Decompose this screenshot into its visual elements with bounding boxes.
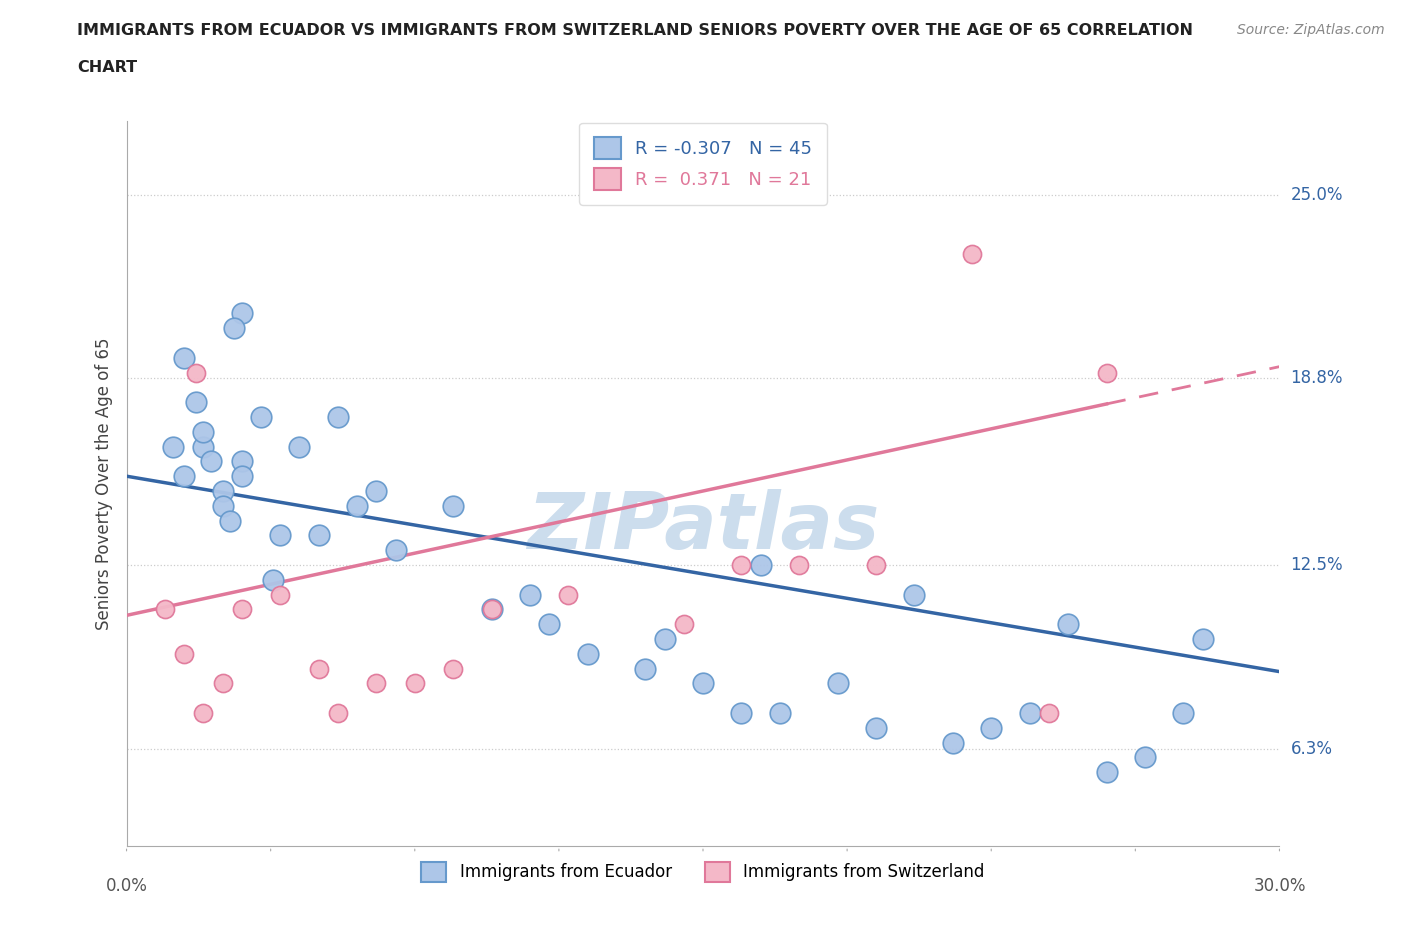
Point [441, 498, 464, 513]
Point [942, 736, 965, 751]
Point [557, 587, 579, 602]
Point [1057, 617, 1080, 631]
Point [519, 587, 541, 602]
Text: 0.0%: 0.0% [105, 877, 148, 895]
Y-axis label: Seniors Poverty Over the Age of 65: Seniors Poverty Over the Age of 65 [94, 338, 112, 630]
Point [538, 617, 561, 631]
Point [153, 602, 176, 617]
Text: 25.0%: 25.0% [1291, 186, 1343, 204]
Text: 30.0%: 30.0% [1253, 877, 1306, 895]
Point [288, 439, 311, 454]
Legend: Immigrants from Ecuador, Immigrants from Switzerland: Immigrants from Ecuador, Immigrants from… [415, 855, 991, 889]
Text: ZIPatlas: ZIPatlas [527, 489, 879, 565]
Point [749, 558, 772, 573]
Text: 12.5%: 12.5% [1291, 556, 1343, 574]
Point [326, 409, 349, 424]
Point [184, 394, 207, 409]
Point [404, 676, 426, 691]
Point [366, 484, 388, 498]
Point [346, 498, 368, 513]
Point [262, 572, 284, 587]
Point [1133, 750, 1156, 764]
Point [231, 469, 253, 484]
Point [654, 631, 676, 646]
Point [865, 558, 887, 573]
Point [960, 246, 983, 261]
Point [980, 721, 1002, 736]
Point [1191, 631, 1213, 646]
Point [269, 528, 291, 543]
Point [219, 513, 242, 528]
Point [250, 409, 273, 424]
Text: 6.3%: 6.3% [1291, 739, 1333, 758]
Point [769, 706, 792, 721]
Point [384, 543, 406, 558]
Point [200, 454, 222, 469]
Point [193, 439, 215, 454]
Point [231, 602, 253, 617]
Point [903, 587, 925, 602]
Point [672, 617, 695, 631]
Point [231, 454, 253, 469]
Point [1018, 706, 1040, 721]
Point [730, 706, 752, 721]
Point [1038, 706, 1060, 721]
Point [730, 558, 752, 573]
Text: CHART: CHART [77, 60, 138, 75]
Point [481, 602, 503, 617]
Point [1095, 764, 1118, 779]
Point [366, 676, 388, 691]
Point [576, 646, 599, 661]
Point [211, 484, 233, 498]
Text: 18.8%: 18.8% [1291, 369, 1343, 388]
Point [481, 602, 503, 617]
Point [441, 661, 464, 676]
Point [184, 365, 207, 380]
Text: IMMIGRANTS FROM ECUADOR VS IMMIGRANTS FROM SWITZERLAND SENIORS POVERTY OVER THE : IMMIGRANTS FROM ECUADOR VS IMMIGRANTS FR… [77, 23, 1194, 38]
Point [827, 676, 849, 691]
Point [173, 646, 195, 661]
Point [231, 306, 253, 321]
Point [308, 528, 330, 543]
Point [865, 721, 887, 736]
Point [173, 469, 195, 484]
Point [193, 424, 215, 439]
Point [193, 706, 215, 721]
Point [634, 661, 657, 676]
Point [211, 676, 233, 691]
Point [692, 676, 714, 691]
Point [1173, 706, 1195, 721]
Point [224, 321, 246, 336]
Text: Source: ZipAtlas.com: Source: ZipAtlas.com [1237, 23, 1385, 37]
Point [211, 498, 233, 513]
Point [269, 587, 291, 602]
Point [173, 351, 195, 365]
Point [326, 706, 349, 721]
Point [162, 439, 184, 454]
Point [787, 558, 810, 573]
Point [1095, 365, 1118, 380]
Point [308, 661, 330, 676]
